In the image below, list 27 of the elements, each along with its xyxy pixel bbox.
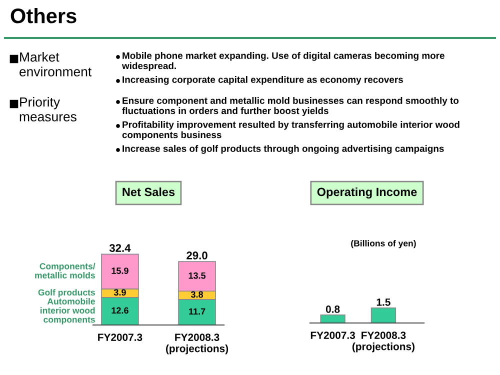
text: Mobile phone market expanding. Use of digital cameras becoming more widespread. <box>122 52 444 72</box>
text: Increase sales of golf products through ongoing advertising campaigns <box>122 145 444 154</box>
chart-title: Net Sales <box>122 187 175 196</box>
series-label: Golf products <box>38 289 95 298</box>
data-label: 13.5 <box>188 272 206 279</box>
text: Others <box>10 8 76 24</box>
x-tick-label: FY2007.3 <box>310 332 356 339</box>
text: Ensure component and metallic mold businesses can respond smoothly to fluctuations in orders and further boost yields <box>122 97 459 116</box>
series-label: Components/ metallic molds <box>35 262 96 278</box>
chart-title: Operating Income <box>317 187 417 199</box>
text: Increasing corporate capital expenditure as economy recovers <box>122 76 403 85</box>
data-label: 12.6 <box>112 307 128 314</box>
series-label: Automobile interior wood components <box>40 298 96 324</box>
text: Priority measures <box>20 97 76 122</box>
x-tick-label: FY2008.3 (projections) <box>166 334 228 354</box>
text: Market environment <box>20 52 92 76</box>
data-label: 1.5 <box>376 298 390 306</box>
data-label: 0.8 <box>326 306 340 313</box>
data-label: 15.9 <box>112 268 128 274</box>
total-label: 32.4 <box>109 244 131 252</box>
x-tick-label: FY2007.3 <box>98 334 142 341</box>
total-label: 29.0 <box>186 252 208 260</box>
data-label: 11.7 <box>189 308 206 315</box>
data-label: 3.8 <box>190 291 204 298</box>
text: Profitability improvement resulted by transferring automobile interior wood components business <box>122 121 460 140</box>
data-label: 3.9 <box>114 289 126 296</box>
text: (Billions of yen) <box>351 240 416 248</box>
